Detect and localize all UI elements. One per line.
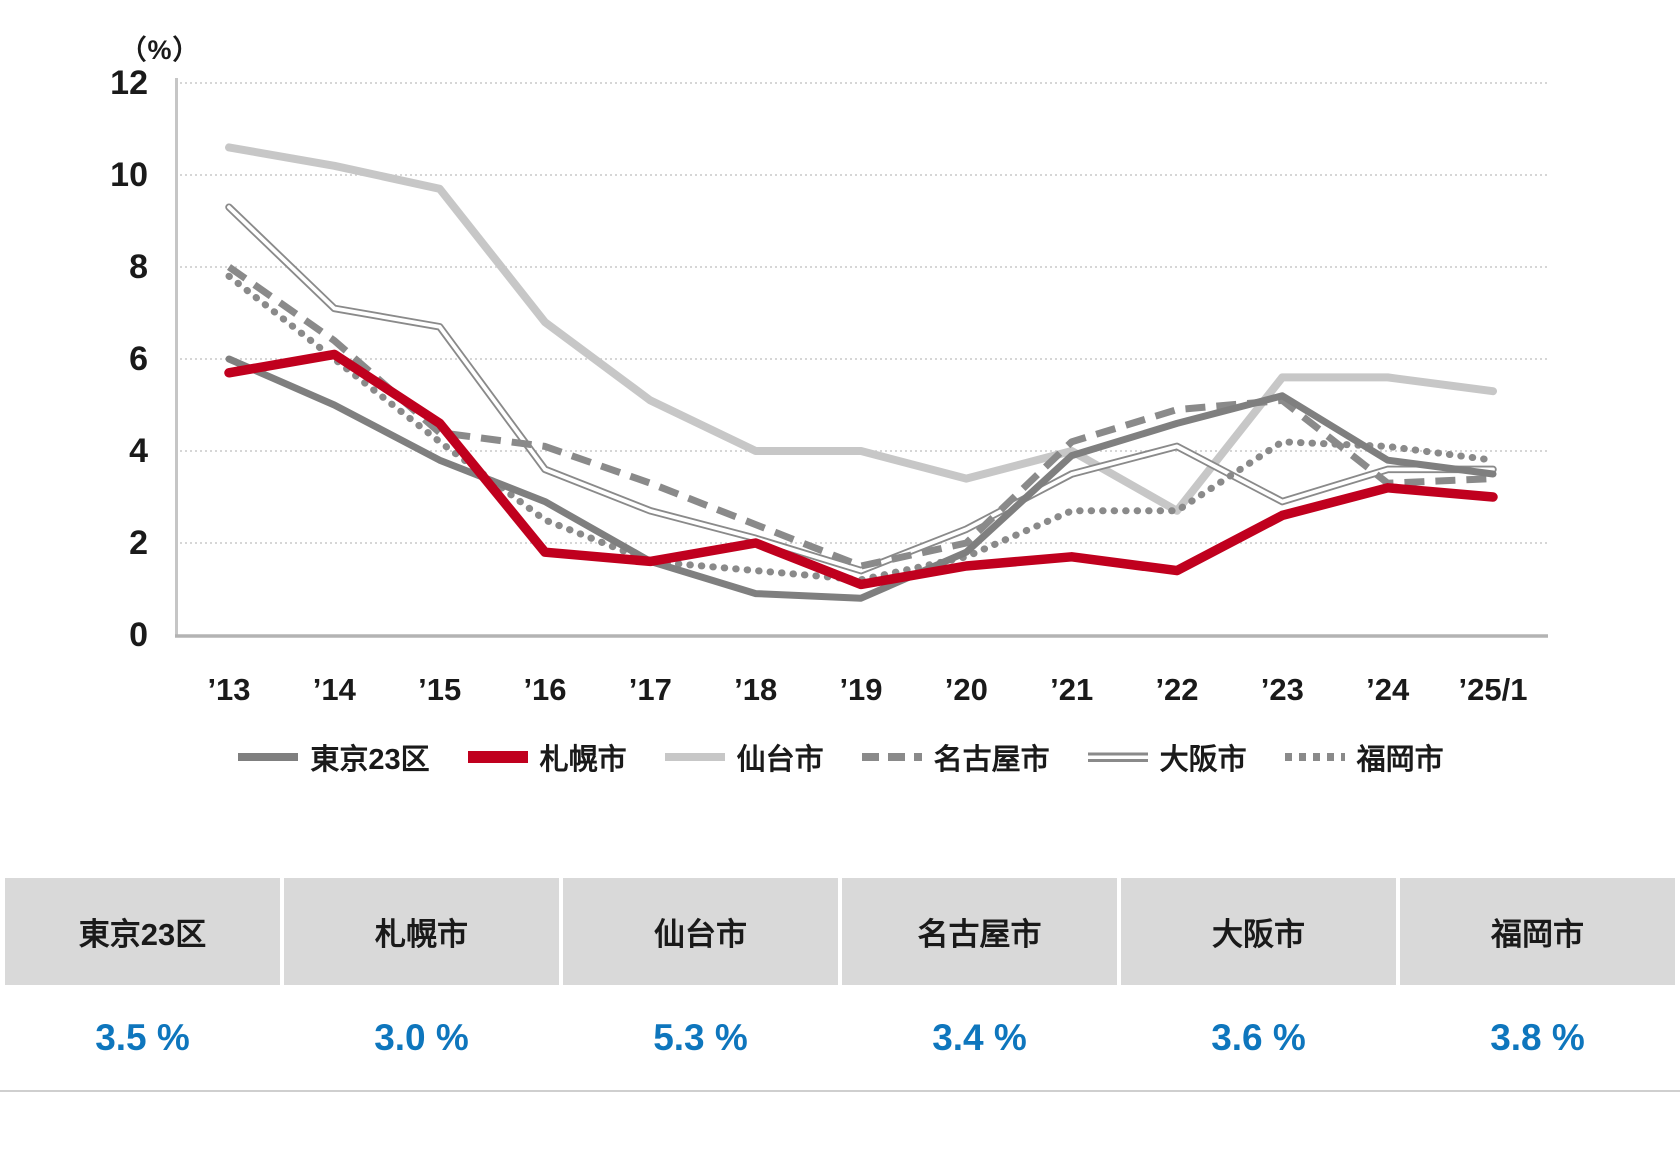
x-tick-label-5: ’18 xyxy=(734,672,777,707)
x-tick-label-6: ’19 xyxy=(839,672,882,707)
y-tick-label-10: 10 xyxy=(110,156,148,194)
series-line-osaka-inner xyxy=(227,205,1495,573)
legend-swatch-osaka xyxy=(1087,752,1148,762)
table-header-3: 名古屋市 xyxy=(842,878,1117,985)
x-tick-label-9: ’22 xyxy=(1155,672,1198,707)
latest-values-table: 東京23区 札幌市 仙台市 名古屋市 大阪市 福岡市 3.5 % 3.0 % 5.3 % 3.4 … xyxy=(5,878,1675,1090)
legend-swatch-nagoya xyxy=(861,753,922,761)
legend-item-osaka: 大阪市 xyxy=(1086,736,1247,778)
table-header-0: 東京23区 xyxy=(5,878,280,985)
y-tick-label-8: 8 xyxy=(129,248,148,286)
x-tick-label-0: ’13 xyxy=(207,672,250,707)
y-tick-label-6: 6 xyxy=(129,340,148,378)
x-tick-label-10: ’23 xyxy=(1261,672,1304,707)
table-header-4: 大阪市 xyxy=(1121,878,1396,985)
x-tick-label-11: ’24 xyxy=(1366,672,1410,707)
x-tick-label-8: ’21 xyxy=(1050,672,1093,707)
legend-item-nagoya: 名古屋市 xyxy=(860,736,1050,778)
table-header-1: 札幌市 xyxy=(284,878,559,985)
chart-legend: 東京23区 札幌市 仙台市 名古屋市 大阪市 福岡市 xyxy=(0,730,1680,784)
table-bottom-rule xyxy=(0,1090,1680,1092)
table-value-4: 3.6 % xyxy=(1121,985,1396,1090)
table-value-0: 3.5 % xyxy=(5,985,280,1090)
table-header-2: 仙台市 xyxy=(563,878,838,985)
x-tick-label-3: ’16 xyxy=(523,672,566,707)
x-tick-label-4: ’17 xyxy=(629,672,672,707)
table-value-2: 5.3 % xyxy=(563,985,838,1090)
x-tick-label-12: ’25/1 xyxy=(1459,672,1528,707)
x-tick-label-7: ’20 xyxy=(945,672,988,707)
legend-item-tokyo-23ku: 東京23区 xyxy=(236,736,430,778)
table-value-1: 3.0 % xyxy=(284,985,559,1090)
series-line-sapporo xyxy=(224,349,1498,590)
legend-item-sendai: 仙台市 xyxy=(663,736,824,778)
vacancy-rate-line-chart: 12 10 8 6 4 2 0 ’13 ’14 ’15 ’16 ’17 ’18 ’19 ’20 ’21 ’22 ’… xyxy=(110,35,1548,707)
legend-item-sapporo: 札幌市 xyxy=(466,736,627,778)
legend-label-tokyo-23ku: 東京23区 xyxy=(310,744,430,776)
table-header-5: 福岡市 xyxy=(1400,878,1675,985)
legend-swatch-tokyo-23ku xyxy=(238,753,299,761)
legend-swatch-fukuoka xyxy=(1284,753,1345,761)
y-axis-title: （%） xyxy=(119,35,201,65)
legend-label-sendai: 仙台市 xyxy=(736,744,824,776)
series-line-osaka xyxy=(225,203,1497,575)
legend-label-osaka: 大阪市 xyxy=(1159,744,1247,776)
series-line-tokyo-23ku xyxy=(225,355,1497,602)
y-tick-label-2: 2 xyxy=(129,524,148,562)
series-line-sendai xyxy=(225,143,1497,515)
series-line-nagoya xyxy=(226,264,1494,570)
legend-label-sapporo: 札幌市 xyxy=(539,744,627,776)
legend-label-fukuoka: 福岡市 xyxy=(1356,744,1444,776)
table-value-3: 3.4 % xyxy=(842,985,1117,1090)
legend-swatch-sendai xyxy=(664,753,725,761)
legend-label-nagoya: 名古屋市 xyxy=(933,744,1050,776)
y-tick-label-12: 12 xyxy=(110,64,148,102)
y-tick-label-0: 0 xyxy=(129,616,148,654)
y-tick-label-4: 4 xyxy=(129,432,148,470)
chart-canvas: 12 10 8 6 4 2 0 ’13 ’14 ’15 ’16 ’17 ’18 ’19 ’20 ’21 ’22 ’… xyxy=(110,64,1548,707)
x-tick-label-1: ’14 xyxy=(313,672,357,707)
table-value-5: 3.8 % xyxy=(1400,985,1675,1090)
legend-item-fukuoka: 福岡市 xyxy=(1283,736,1444,778)
x-tick-label-2: ’15 xyxy=(418,672,461,707)
legend-swatch-sapporo xyxy=(467,751,528,763)
